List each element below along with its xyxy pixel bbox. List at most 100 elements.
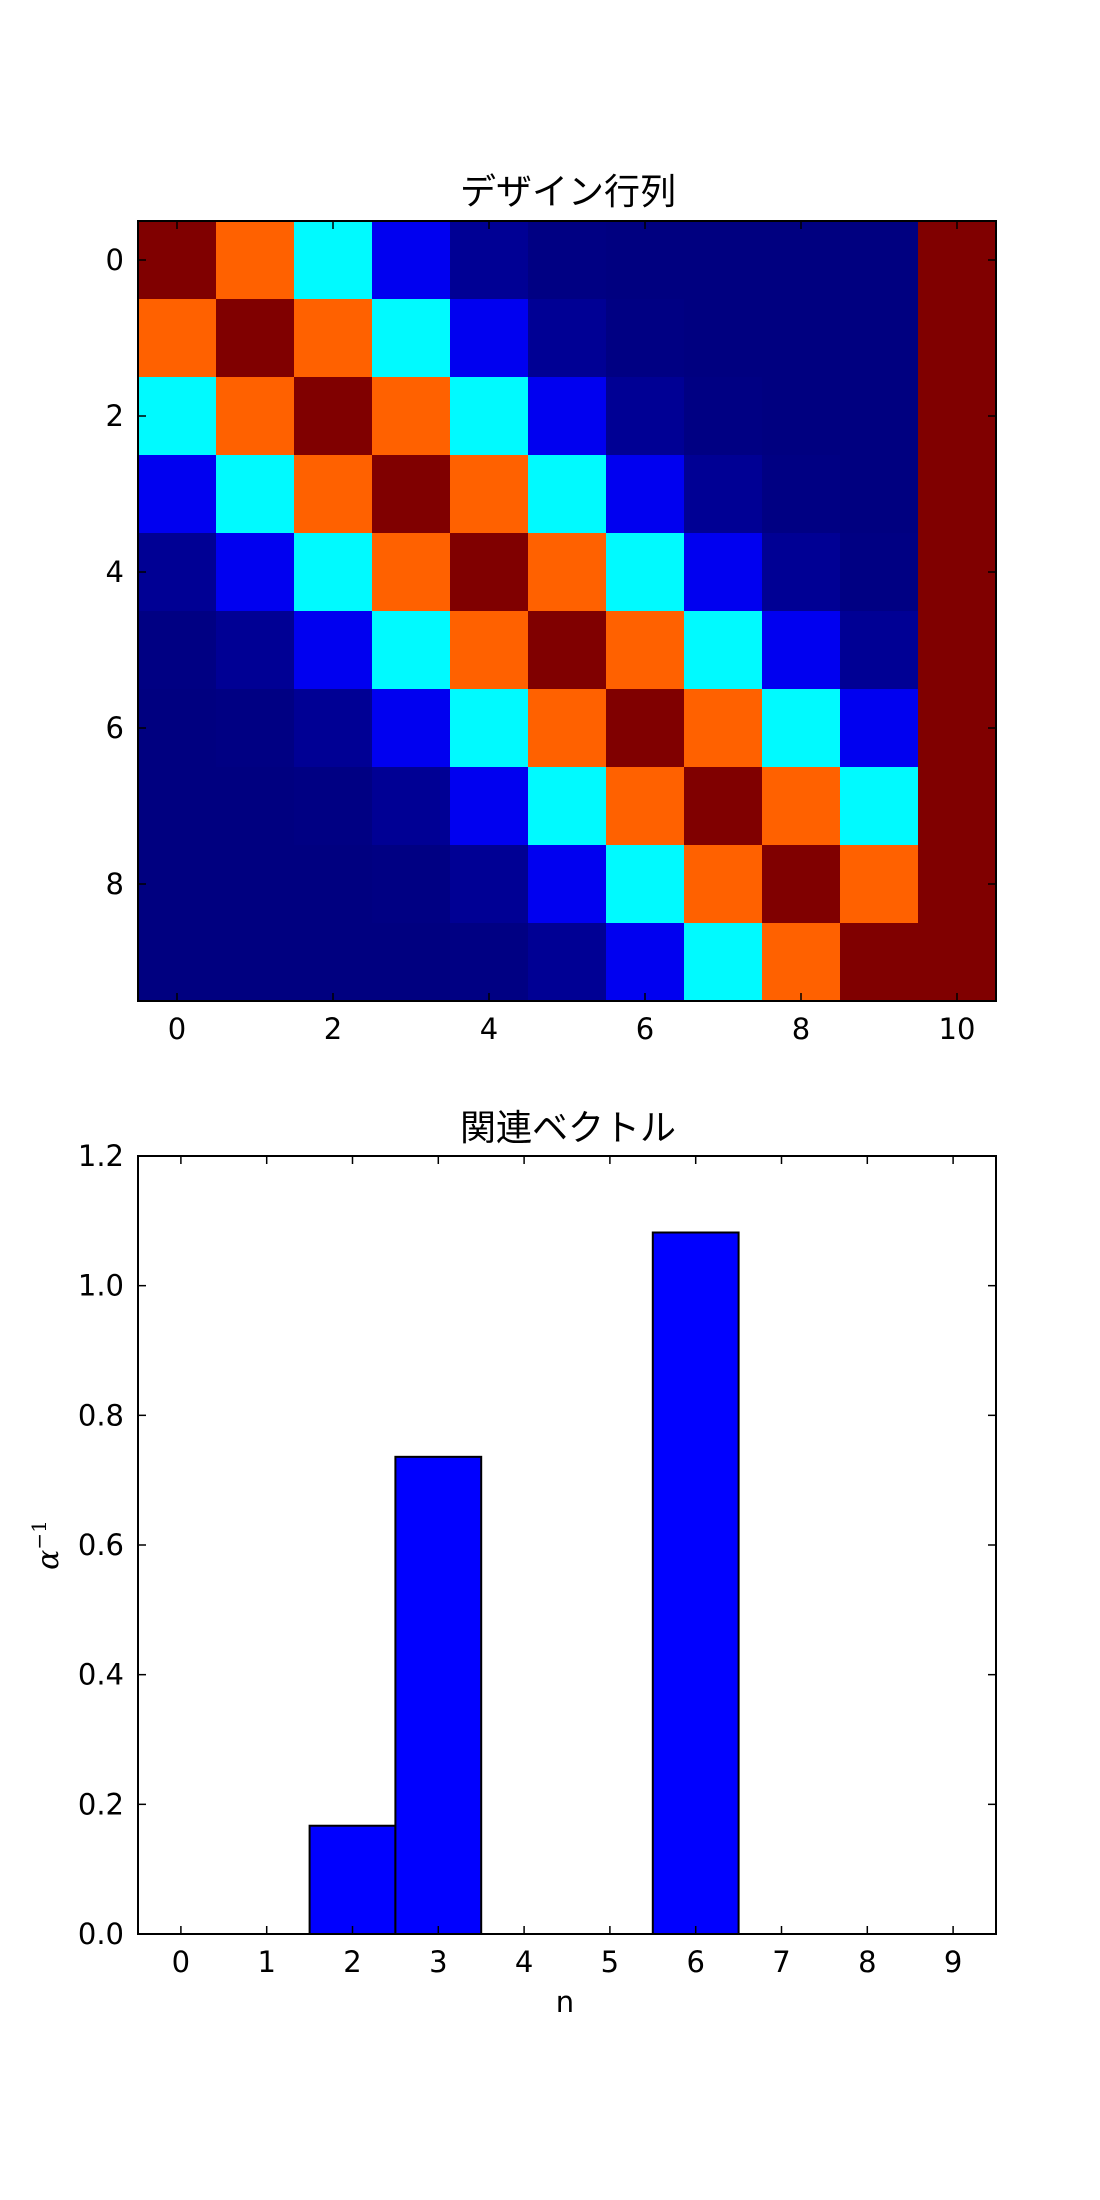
x-tick-label: 6 [636, 1012, 654, 1046]
x-tick-label: 4 [515, 1945, 533, 1979]
heatmap-cell [840, 221, 919, 300]
heatmap-cell [372, 221, 451, 300]
heatmap-cell [684, 689, 763, 768]
heatmap-cell [216, 533, 295, 612]
y-tick-label: 0.2 [78, 1787, 124, 1821]
heatmap-cell [450, 377, 529, 456]
y-tick-label: 1.0 [78, 1269, 124, 1303]
x-tick-label: 0 [172, 1945, 190, 1979]
bar-chart-title: 関連ベクトル [460, 1108, 676, 1149]
heatmap-cell [216, 845, 295, 924]
heatmap-cell [372, 377, 451, 456]
heatmap-cell [528, 533, 607, 612]
heatmap-cell [684, 533, 763, 612]
heatmap-cell [762, 845, 841, 924]
heatmap-cell [528, 923, 607, 1002]
heatmap-axes: 0 2 4 6 8 10 0 2 4 6 8 [106, 221, 996, 1046]
heatmap-cell [840, 299, 919, 378]
y-tick-label: 0.4 [78, 1658, 124, 1692]
heatmap-cell [606, 611, 685, 690]
heatmap-cell [216, 611, 295, 690]
heatmap-cell [762, 533, 841, 612]
heatmap-cell [294, 221, 373, 300]
heatmap-cell [450, 455, 529, 534]
heatmap-cell [918, 455, 997, 534]
heatmap-cell [294, 845, 373, 924]
x-tick-label: 2 [324, 1012, 342, 1046]
heatmap-cell [840, 689, 919, 768]
heatmap-cell [216, 767, 295, 846]
heatmap-cell [294, 377, 373, 456]
heatmap-cell [606, 221, 685, 300]
heatmap-cell [450, 299, 529, 378]
x-tick-label: 3 [429, 1945, 447, 1979]
heatmap-cell [528, 299, 607, 378]
heatmap-title: デザイン行列 [460, 172, 676, 213]
heatmap-cell [138, 533, 217, 612]
heatmap-cell [684, 377, 763, 456]
heatmap-cell [450, 845, 529, 924]
x-tick-label: 2 [343, 1945, 361, 1979]
heatmap-cell [216, 455, 295, 534]
heatmap-cell [606, 923, 685, 1002]
heatmap-cell [918, 533, 997, 612]
heatmap-cell [294, 533, 373, 612]
heatmap-cell [372, 533, 451, 612]
heatmap-cell [840, 455, 919, 534]
heatmap-cell [372, 611, 451, 690]
x-tick-label: 4 [480, 1012, 498, 1046]
y-tick-label: 8 [106, 867, 124, 901]
heatmap-cell [216, 923, 295, 1002]
x-tick-label: 8 [792, 1012, 810, 1046]
heatmap-cell [138, 767, 217, 846]
y-tick-label: 6 [106, 711, 124, 745]
heatmap-cell [684, 455, 763, 534]
y-axis-label-base: α [31, 1550, 66, 1570]
heatmap-cell [684, 611, 763, 690]
heatmap-cell [216, 299, 295, 378]
y-tick-label: 4 [106, 555, 124, 589]
heatmap-cell [294, 455, 373, 534]
heatmap-cell [528, 689, 607, 768]
heatmap-cell [372, 767, 451, 846]
heatmap-cell [684, 767, 763, 846]
heatmap-cell [684, 299, 763, 378]
heatmap-cell [372, 455, 451, 534]
heatmap-cell [918, 923, 997, 1002]
heatmap-cell [372, 689, 451, 768]
heatmap-cell [294, 299, 373, 378]
heatmap-cell [528, 221, 607, 300]
heatmap-cell [606, 533, 685, 612]
heatmap-cell [684, 923, 763, 1002]
heatmap-cell [840, 923, 919, 1002]
heatmap-cell [450, 767, 529, 846]
heatmap-cell [762, 377, 841, 456]
heatmap-cell [840, 845, 919, 924]
heatmap-cell [294, 767, 373, 846]
heatmap-cell [372, 299, 451, 378]
heatmap-cell [372, 923, 451, 1002]
y-tick-label: 0.8 [78, 1398, 124, 1432]
heatmap-cell [918, 689, 997, 768]
heatmap-cell [450, 689, 529, 768]
heatmap-cell [138, 299, 217, 378]
x-axis-label: n [556, 1985, 574, 2019]
heatmap-cell [138, 923, 217, 1002]
heatmap-cell [294, 923, 373, 1002]
heatmap-cell [762, 689, 841, 768]
heatmap-cell [138, 377, 217, 456]
heatmap-cell [684, 221, 763, 300]
heatmap-cell [684, 845, 763, 924]
heatmap-cell [918, 611, 997, 690]
y-tick-label: 2 [106, 399, 124, 433]
heatmap-cell [138, 455, 217, 534]
heatmap-cell [216, 221, 295, 300]
heatmap-cell [918, 377, 997, 456]
x-tick-label: 8 [858, 1945, 876, 1979]
x-tick-label: 0 [168, 1012, 186, 1046]
heatmap-cell [606, 689, 685, 768]
heatmap-cell [762, 299, 841, 378]
heatmap-cell [294, 689, 373, 768]
heatmap-panel: デザイン行列 0 2 4 6 8 10 0 2 4 6 8 [106, 172, 997, 1046]
